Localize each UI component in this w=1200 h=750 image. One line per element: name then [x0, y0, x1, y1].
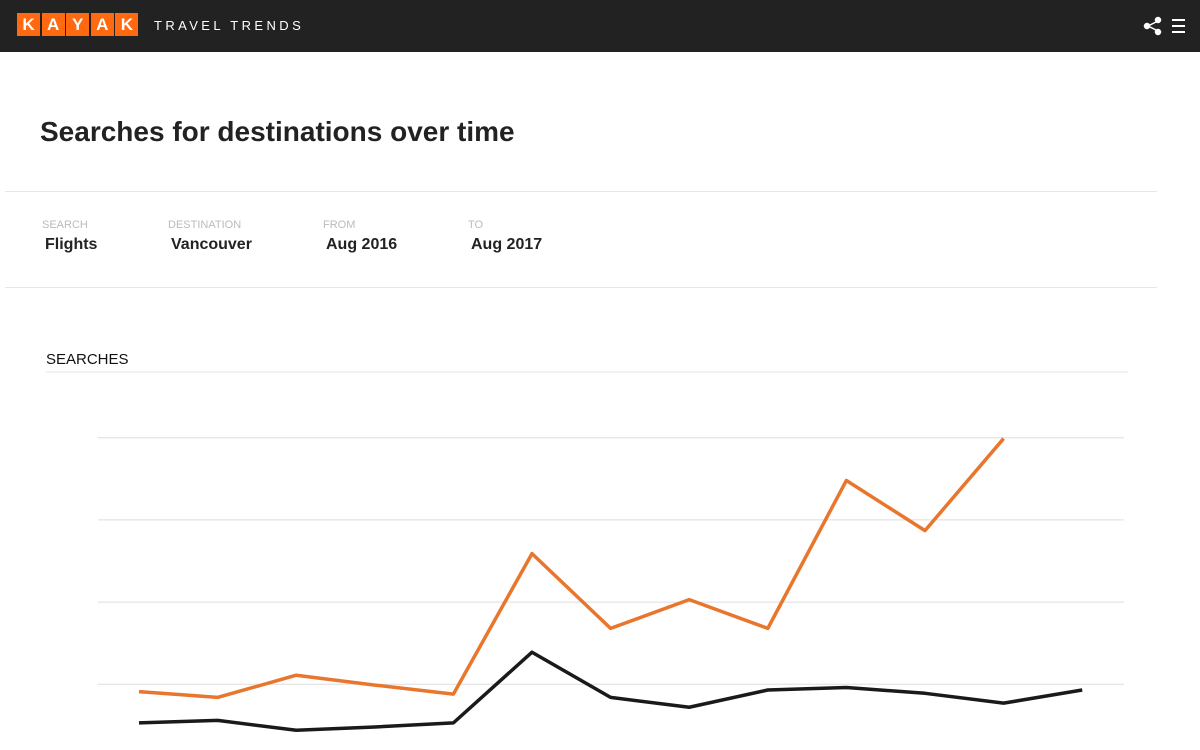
logo-letter: K — [17, 13, 40, 36]
logo-letter: K — [115, 13, 139, 36]
filter-label: SEARCH — [42, 219, 88, 231]
header-icons — [1143, 16, 1185, 36]
filter-value: Aug 2017 — [471, 236, 543, 253]
page-title: Searches for destinations over time — [40, 116, 515, 147]
logo-letter: A — [90, 13, 114, 36]
menu-icon[interactable] — [1172, 19, 1185, 33]
product-name: TRAVEL TRENDS — [154, 18, 305, 33]
divider — [5, 191, 1157, 192]
logo-letter: A — [41, 13, 65, 36]
filter-value: Vancouver — [171, 236, 252, 253]
filter-label: FROM — [323, 219, 356, 231]
share-icon[interactable] — [1143, 16, 1162, 36]
series-line — [138, 437, 1005, 700]
filter-label: DESTINATION — [168, 219, 242, 231]
divider — [5, 287, 1157, 288]
filter-label: TO — [468, 219, 484, 231]
filter-value: Aug 2016 — [326, 236, 398, 253]
filter-value: Flights — [45, 236, 98, 253]
y-axis-title: SEARCHES — [46, 351, 129, 368]
logo-letter: Y — [66, 13, 90, 36]
series-line — [138, 650, 1083, 733]
